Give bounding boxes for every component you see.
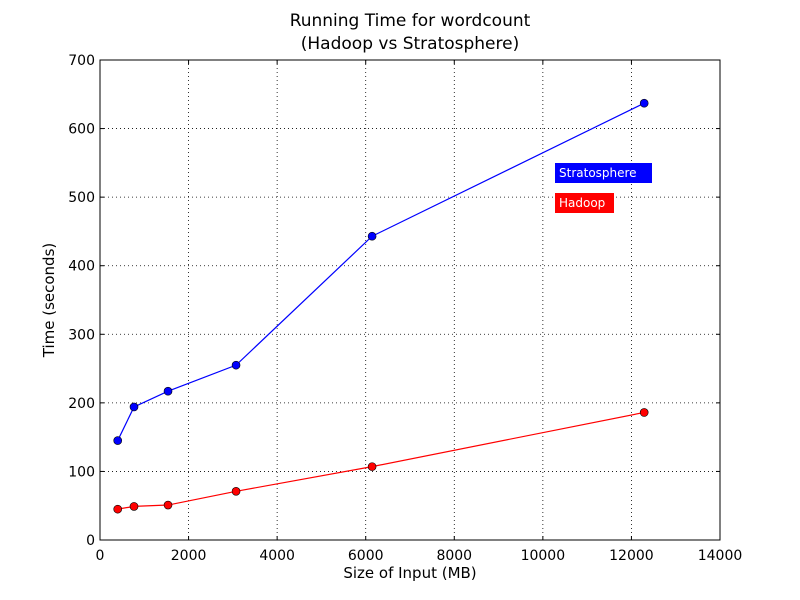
tick-layer: 0 2000 4000 6000 8000 10000 12000 14000 0 100 200 3… bbox=[68, 53, 742, 564]
y-axis-label: Time (seconds) bbox=[40, 243, 58, 359]
x-tick-label: 0 bbox=[96, 548, 105, 564]
data-point-stratosphere bbox=[367, 231, 377, 241]
series-layer bbox=[113, 98, 649, 514]
data-point-stratosphere bbox=[129, 402, 139, 412]
y-tick-label: 400 bbox=[68, 259, 95, 275]
legend-hadoop-box bbox=[555, 193, 614, 213]
chart-title-line-1: Running Time for wordcount bbox=[290, 11, 531, 31]
chart-title-line-2: (Hadoop vs Stratosphere) bbox=[301, 34, 519, 54]
x-tick-label: 4000 bbox=[259, 548, 295, 564]
x-tick-label: 14000 bbox=[698, 548, 743, 564]
y-tick-label: 700 bbox=[68, 53, 95, 69]
x-tick-label: 10000 bbox=[521, 548, 566, 564]
data-point-hadoop bbox=[231, 487, 241, 496]
data-point-hadoop bbox=[113, 504, 123, 514]
data-point-hadoop bbox=[163, 500, 173, 510]
x-axis-label: Size of Input (MB) bbox=[343, 564, 476, 582]
legend-stratosphere-label: Stratosphere bbox=[559, 166, 637, 180]
data-point-hadoop bbox=[639, 408, 649, 417]
legend-stratosphere-box bbox=[555, 163, 652, 183]
y-tick-label: 0 bbox=[86, 533, 95, 549]
y-tick-label: 300 bbox=[68, 327, 95, 343]
legend-hadoop: Hadoop bbox=[555, 193, 614, 213]
x-tick-label: 12000 bbox=[609, 548, 654, 564]
data-point-hadoop bbox=[129, 502, 139, 511]
x-tick-label: 6000 bbox=[348, 548, 384, 564]
data-point-stratosphere bbox=[113, 436, 123, 445]
data-point-stratosphere bbox=[639, 98, 649, 108]
y-tick-label: 500 bbox=[68, 190, 95, 206]
data-point-stratosphere bbox=[231, 360, 241, 370]
x-tick-label: 2000 bbox=[171, 548, 207, 564]
y-tick-label: 200 bbox=[68, 396, 95, 412]
y-tick-label: 600 bbox=[68, 122, 95, 138]
grid-layer bbox=[100, 60, 720, 540]
x-tick-label: 8000 bbox=[436, 548, 472, 564]
legend-stratosphere: Stratosphere bbox=[555, 163, 652, 183]
y-tick-label: 100 bbox=[68, 464, 95, 480]
data-point-stratosphere bbox=[163, 386, 173, 396]
data-point-hadoop bbox=[367, 462, 377, 471]
series-line-stratosphere bbox=[117, 102, 645, 441]
legend-hadoop-label: Hadoop bbox=[559, 196, 605, 210]
plot-frame bbox=[99, 59, 721, 541]
